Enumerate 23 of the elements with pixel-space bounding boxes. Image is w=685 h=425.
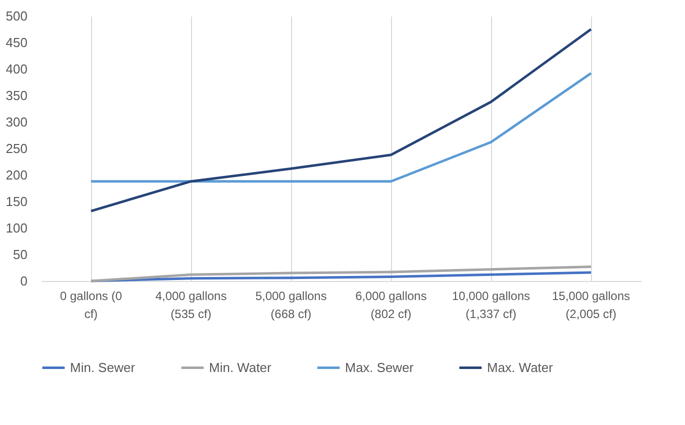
y-tick-label: 500 xyxy=(6,8,28,24)
y-tick-label: 50 xyxy=(13,247,28,262)
x-tick-label: 15,000 gallons (2,005 cf) xyxy=(552,289,630,321)
y-tick-label: 450 xyxy=(6,35,28,50)
legend-label: Max. Water xyxy=(487,360,554,375)
x-tick-label: 0 gallons (0 cf) xyxy=(60,289,122,321)
y-tick-label: 100 xyxy=(6,220,28,236)
legend-label: Min. Sewer xyxy=(70,360,136,375)
x-tick-label: 4,000 gallons (535 cf) xyxy=(155,289,227,321)
line-series xyxy=(90,28,592,212)
y-tick-label: 300 xyxy=(6,114,28,130)
x-tick-label: 10,000 gallons (1,337 cf) xyxy=(452,289,530,321)
line-series xyxy=(90,265,592,282)
legend-label: Min. Water xyxy=(209,360,272,375)
y-tick-label: 200 xyxy=(6,168,28,182)
y-tick-label: 350 xyxy=(6,88,28,103)
y-tick-label: 0 xyxy=(20,274,28,288)
x-tick-label: 6,000 gallons (802 cf) xyxy=(355,289,427,321)
y-tick-label: 400 xyxy=(6,62,28,76)
y-tick-label: 250 xyxy=(6,141,28,156)
y-tick-label: 150 xyxy=(6,194,28,209)
legend-label: Max. Sewer xyxy=(345,360,414,375)
x-tick-label: 5,000 gallons (668 cf) xyxy=(255,289,327,321)
